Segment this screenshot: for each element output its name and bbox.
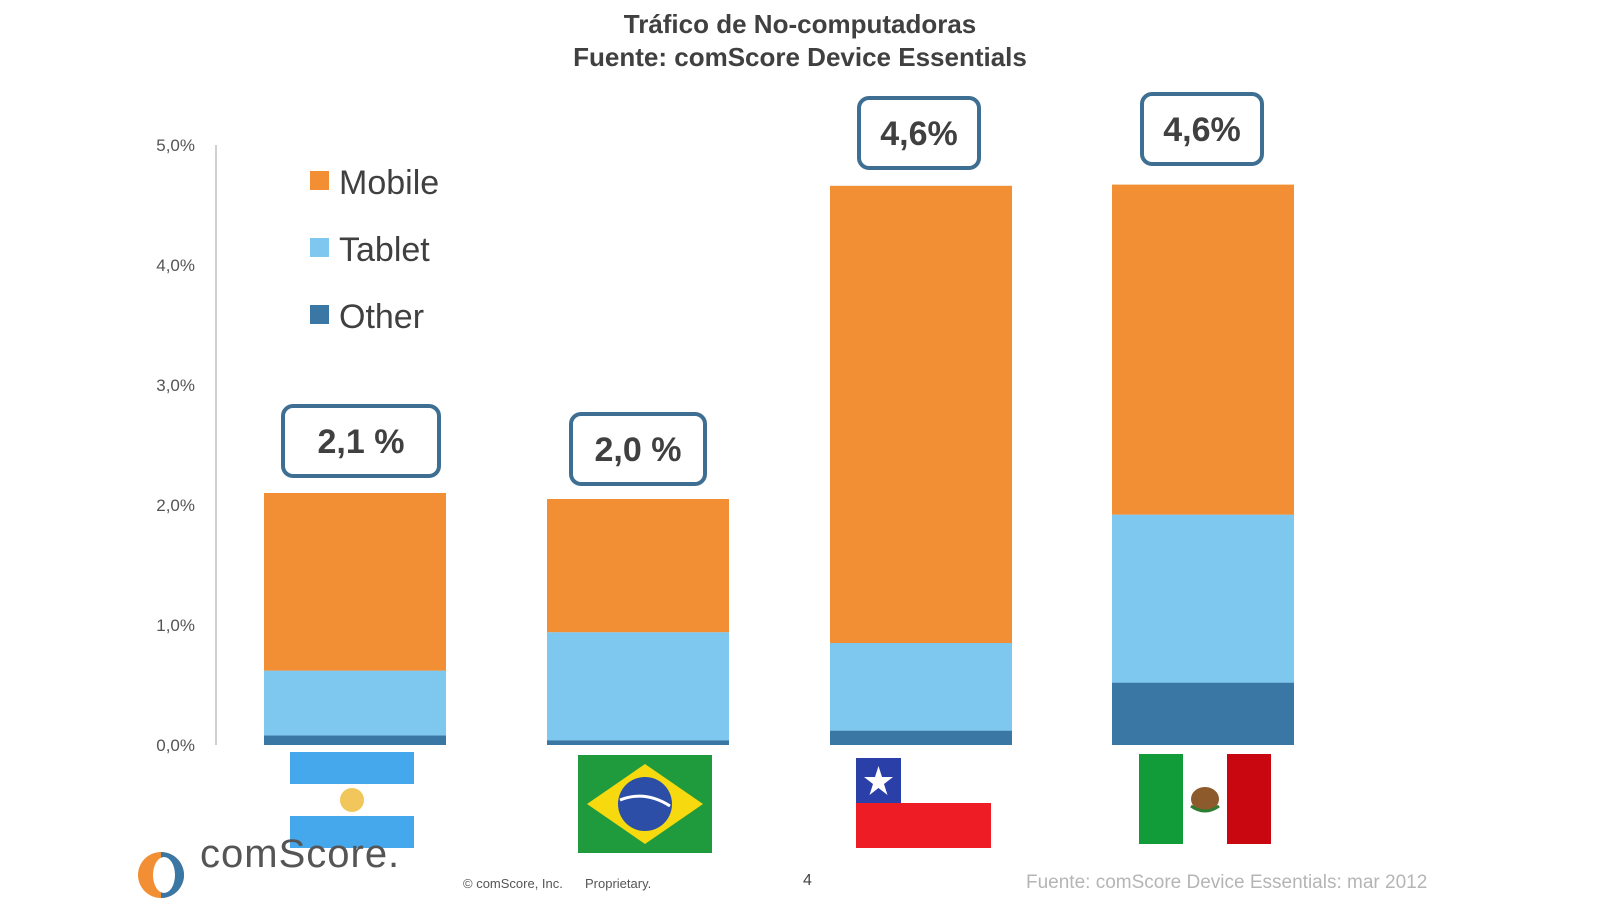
total-label: 4,6%: [880, 115, 958, 153]
legend-label-mobile: Mobile: [339, 164, 439, 202]
legend-label-other: Other: [339, 298, 424, 336]
y-tick-label: 0,0%: [156, 736, 195, 755]
legend-swatch-other: [310, 305, 329, 324]
total-label: 4,6%: [1163, 111, 1241, 149]
total-callout-box: [281, 404, 441, 478]
bar-segment-tablet: [1112, 514, 1294, 683]
legend-swatch-mobile: [310, 171, 329, 190]
flag-argentina-icon: [290, 752, 414, 848]
chart-subtitle: Fuente: comScore Device Essentials: [573, 42, 1027, 72]
bar-segment-mobile: [264, 493, 446, 671]
source-note: Fuente: comScore Device Essentials: mar …: [1026, 872, 1428, 893]
bar-segment-mobile: [1112, 184, 1294, 515]
bar-segment-other: [547, 740, 729, 745]
bar-segment-mobile: [547, 499, 729, 633]
total-label: 2,0 %: [595, 431, 682, 469]
bar-segment-other: [1112, 682, 1294, 745]
bar-segment-tablet: [830, 643, 1012, 731]
bar-segment-other: [264, 735, 446, 745]
y-tick-label: 5,0%: [156, 136, 195, 155]
chart-title: Tráfico de No-computadoras: [623, 9, 977, 39]
bar-segment-tablet: [547, 632, 729, 741]
copyright-text: © comScore, Inc.: [463, 876, 563, 891]
comscore-logo-text: comScore.: [200, 832, 401, 876]
y-tick-label: 1,0%: [156, 616, 195, 635]
flag-brazil-icon: [578, 755, 712, 853]
bar-segment-other: [830, 730, 1012, 745]
bar-segment-mobile: [830, 185, 1012, 644]
y-tick-label: 4,0%: [156, 256, 195, 275]
flag-chile-icon: [856, 758, 991, 848]
y-tick-label: 2,0%: [156, 496, 195, 515]
bar-segment-tablet: [264, 670, 446, 736]
page-number: 4: [803, 872, 812, 889]
legend-swatch-tablet: [310, 238, 329, 257]
total-label: 2,1 %: [318, 423, 405, 461]
total-callout-box: [569, 412, 707, 486]
total-callout-box: [857, 96, 981, 170]
proprietary-text: Proprietary.: [585, 876, 652, 891]
total-callout-box: [1140, 92, 1264, 166]
comscore-logo-icon: [138, 852, 184, 898]
y-tick-label: 3,0%: [156, 376, 195, 395]
legend-label-tablet: Tablet: [339, 231, 430, 269]
flag-mexico-icon: [1139, 754, 1271, 844]
